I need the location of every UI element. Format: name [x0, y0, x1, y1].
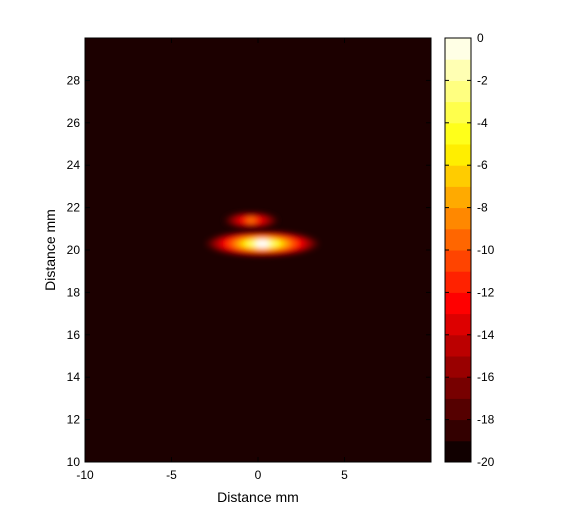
colorbar-band — [445, 207, 471, 230]
colorbar-tick-label: -8 — [477, 201, 488, 215]
x-axis-label: Distance mm — [217, 489, 299, 505]
colorbar-band — [445, 165, 471, 187]
colorbar-tick-label: -2 — [477, 73, 488, 87]
colorbar-band — [445, 271, 471, 293]
colorbar-band — [445, 144, 471, 166]
x-tick-label: 5 — [341, 468, 348, 482]
colorbar-band — [445, 250, 471, 272]
colorbar-tick-label: -4 — [477, 116, 488, 130]
hotspot — [206, 230, 319, 257]
colorbar-band — [445, 59, 471, 81]
y-tick-label: 22 — [67, 201, 81, 215]
colorbar-band — [445, 228, 471, 251]
colorbar-band — [445, 101, 471, 124]
colorbar-tick-label: -6 — [477, 158, 488, 172]
y-tick-label: 20 — [67, 243, 81, 257]
colorbar-tick-label: -18 — [477, 413, 495, 427]
colorbar-band — [445, 377, 471, 399]
y-axis: 10 12 14 16 18 20 22 24 26 28 — [67, 73, 431, 469]
x-tick-label: -5 — [166, 468, 177, 482]
colorbar-ticks: 0 -2 -4 -6 -8 -10 -12 -14 -16 -18 -20 — [445, 31, 495, 469]
y-tick-label: 26 — [67, 116, 81, 130]
y-tick-label: 14 — [67, 370, 81, 384]
colorbar-tick-label: -12 — [477, 285, 495, 299]
hotspot-level — [247, 217, 255, 224]
hotspot — [223, 211, 279, 229]
y-tick-label: 28 — [67, 73, 81, 87]
x-tick-label: 0 — [255, 468, 262, 482]
colorbar-tick-label: -16 — [477, 370, 495, 384]
colorbar-band — [445, 398, 471, 421]
colorbar: 0 -2 -4 -6 -8 -10 -12 -14 -16 -18 -20 — [444, 31, 495, 469]
colorbar-band — [445, 80, 471, 103]
colorbar-tick-label: 0 — [477, 31, 484, 45]
y-tick-label: 24 — [67, 158, 81, 172]
y-tick-label: 18 — [67, 285, 81, 299]
colorbar-band — [445, 292, 471, 315]
colorbar-band — [445, 419, 471, 442]
hotspot-layer — [206, 211, 319, 257]
y-tick-label: 12 — [67, 413, 81, 427]
colorbar-band — [445, 334, 471, 357]
colorbar-tick-label: -14 — [477, 328, 495, 342]
hotspot-level — [255, 239, 270, 249]
colorbar-band — [445, 313, 471, 336]
y-tick-label: 10 — [67, 455, 81, 469]
x-axis: -10 -5 0 5 — [76, 38, 348, 482]
x-tick-label: -10 — [76, 468, 94, 482]
colorbar-band — [445, 186, 471, 209]
colorbar-band — [445, 38, 471, 60]
colorbar-tick-label: -10 — [477, 243, 495, 257]
y-axis-label: Distance mm — [42, 209, 58, 291]
y-tick-label: 16 — [67, 328, 81, 342]
colorbar-band — [445, 440, 471, 463]
colorbar-bands — [445, 38, 471, 463]
colorbar-tick-label: -20 — [477, 455, 495, 469]
colorbar-band — [445, 122, 471, 145]
plot-area — [84, 37, 432, 463]
colorbar-band — [445, 356, 471, 378]
